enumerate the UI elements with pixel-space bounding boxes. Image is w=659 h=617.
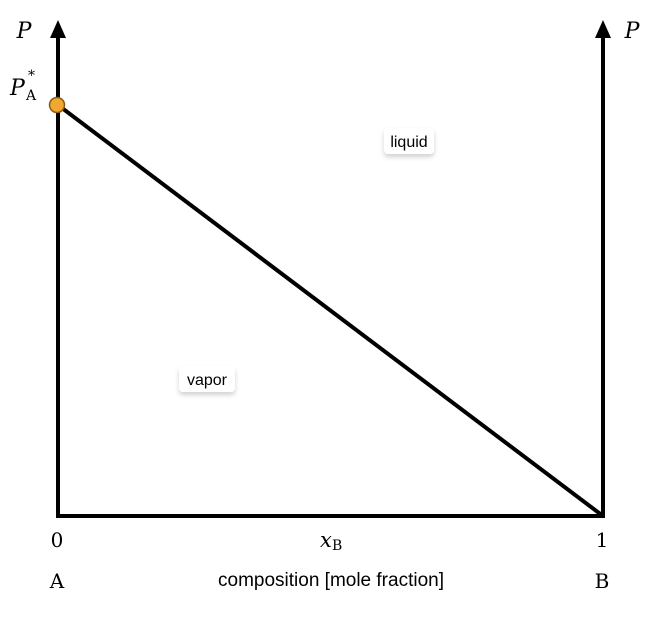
left-axis-label: P [16, 19, 33, 44]
x-tick-0: 0 [51, 528, 64, 552]
pure-a-pressure-superscript: * [28, 68, 35, 84]
pure-a-pressure-subscript: A [25, 88, 37, 104]
x-axis-title: composition [mole fraction] [218, 570, 444, 591]
vapor-label-box [179, 366, 235, 392]
x-tick-1: 1 [596, 528, 609, 552]
right-axis-arrowhead [595, 20, 611, 38]
component-a-label: A [49, 569, 65, 593]
x-variable-subscript: B [332, 538, 342, 554]
x-variable-label: x B [320, 528, 342, 554]
left-axis-arrowhead [50, 20, 66, 38]
component-b-label: B [595, 569, 610, 593]
phase-boundary-line [56, 103, 605, 518]
x-variable-symbol: x [320, 528, 332, 552]
pure-a-pressure-symbol: P [9, 76, 26, 101]
pure-a-pressure-marker [48, 96, 66, 114]
vapor-region-label: vapor [179, 366, 235, 392]
liquid-label-text: liquid [390, 134, 427, 151]
liquid-region-label: liquid [384, 128, 434, 154]
right-axis-label: P [624, 19, 641, 44]
liquid-label-box [384, 128, 434, 154]
pure-a-pressure-label: P A * [9, 68, 37, 104]
vapor-label-text: vapor [187, 372, 228, 389]
